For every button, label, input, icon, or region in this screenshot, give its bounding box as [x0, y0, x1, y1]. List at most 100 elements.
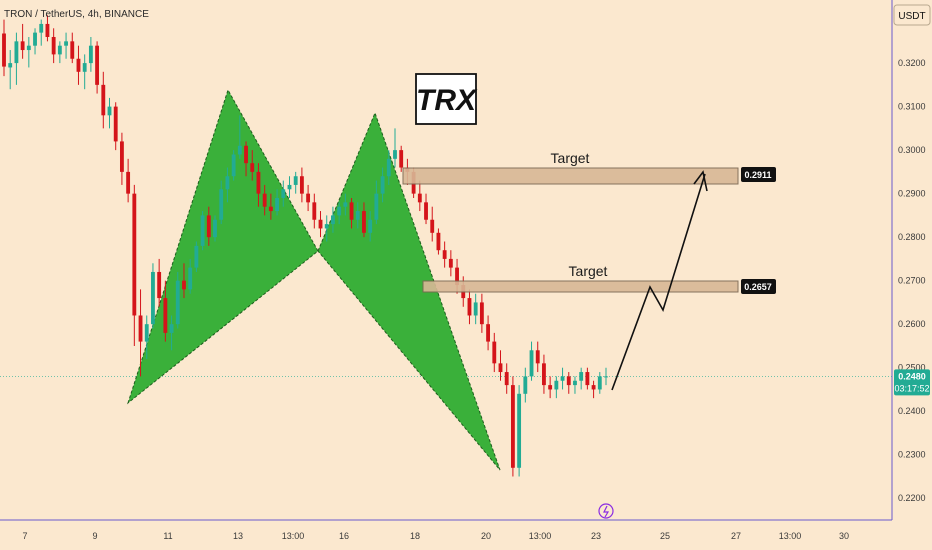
- candle-bearish: [535, 350, 540, 364]
- candle-bearish: [417, 193, 422, 203]
- candle-bullish: [529, 350, 534, 377]
- candle-bearish: [498, 363, 503, 373]
- candle-bullish: [368, 219, 373, 233]
- price-tick-label: 0.2600: [898, 319, 926, 329]
- candle-bearish: [479, 302, 484, 325]
- event-marker[interactable]: [598, 503, 614, 519]
- candle-bearish: [119, 141, 124, 172]
- candle-bearish: [268, 206, 273, 212]
- time-tick-label: 30: [839, 531, 849, 541]
- candle-bearish: [101, 84, 106, 116]
- price-tick-label: 0.3000: [898, 145, 926, 155]
- candle-bearish: [250, 163, 255, 172]
- candle-bearish: [362, 211, 366, 233]
- candle-bullish: [88, 45, 93, 64]
- candle-bullish: [188, 267, 193, 290]
- candle-bearish: [95, 45, 100, 85]
- candle-bullish: [374, 193, 379, 220]
- time-tick-label: 18: [410, 531, 420, 541]
- target-price-lower: 0.2657: [744, 282, 772, 292]
- candle-bullish: [57, 45, 62, 55]
- candle-bearish: [566, 376, 571, 386]
- target-label-upper: Target: [551, 150, 590, 166]
- candle-bearish: [492, 341, 497, 364]
- candle-bullish: [64, 41, 68, 46]
- price-scale-ticks: 0.3200 0.3100 0.3000 0.2900 0.2800 0.2700 0.26…: [898, 58, 926, 503]
- candle-bullish: [225, 176, 230, 190]
- time-tick-label: 27: [731, 531, 741, 541]
- candle-bearish: [504, 372, 509, 386]
- candle-bearish: [70, 41, 75, 59]
- time-tick-label: 7: [22, 531, 27, 541]
- candle-bullish: [597, 376, 602, 390]
- candle-bullish: [200, 215, 205, 246]
- time-tick-label: 13:00: [282, 531, 305, 541]
- candle-bearish: [256, 171, 261, 194]
- candle-bearish: [163, 298, 168, 333]
- current-price-value: 0.2480: [898, 371, 926, 381]
- candle-bearish: [206, 215, 211, 238]
- candle-bullish: [517, 393, 522, 468]
- candle-bullish: [573, 380, 577, 386]
- candle-bullish: [194, 245, 199, 268]
- candle-bearish: [262, 193, 267, 207]
- candle-bearish: [113, 106, 118, 142]
- candle-bullish: [293, 176, 298, 185]
- candle-bullish: [107, 106, 112, 116]
- ticker-label: TRX: [416, 84, 478, 117]
- candle-bearish: [548, 385, 553, 390]
- price-tick-label: 0.2400: [898, 406, 926, 416]
- candle-bullish: [219, 189, 224, 220]
- candle-bullish: [8, 63, 13, 68]
- candle-bearish: [430, 219, 435, 233]
- candle-bullish: [287, 184, 292, 190]
- projection-path: [611, 173, 706, 391]
- candle-bearish: [318, 219, 323, 229]
- candle-bullish: [33, 32, 37, 46]
- time-scale-ticks: 7 9 11 13 13:00 16 18 20 13:00 23 25 27 13:00 30: [22, 531, 849, 541]
- candle-bearish: [2, 33, 6, 67]
- candle-bullish: [169, 324, 174, 333]
- target-price-tag-lower: [741, 279, 776, 294]
- candle-bearish: [424, 202, 428, 220]
- currency-button[interactable]: [893, 4, 931, 26]
- countdown-value: 03:17:52: [894, 383, 929, 393]
- candle-bullish: [331, 215, 335, 225]
- price-tick-label: 0.2300: [898, 450, 926, 460]
- target-zone-upper[interactable]: [402, 167, 739, 185]
- arrow-head-icon: [693, 170, 708, 192]
- price-tick-label: 0.3100: [898, 102, 926, 112]
- ticker-label-box: [415, 73, 477, 125]
- time-tick-label: 11: [163, 531, 172, 541]
- candle-bearish: [399, 150, 404, 168]
- candle-bearish: [455, 267, 459, 286]
- price-tick-label: 0.2800: [898, 232, 926, 242]
- candle-bullish: [393, 150, 397, 159]
- candle-bullish: [523, 376, 528, 394]
- candle-bullish: [144, 324, 149, 342]
- candle-bearish: [182, 280, 186, 290]
- candle-bullish: [14, 41, 19, 64]
- symbol-title[interactable]: TRON / TetherUS, 4h, BINANCE: [4, 9, 149, 20]
- candle-bearish: [442, 250, 447, 259]
- price-tick-label: 0.2700: [898, 276, 926, 286]
- pattern-triangle-xab: [127, 88, 319, 405]
- price-scale[interactable]: [892, 0, 932, 520]
- candle-bearish: [45, 23, 50, 37]
- candle-bearish: [51, 36, 56, 55]
- candle-bullish: [324, 224, 329, 229]
- candle-bullish: [237, 145, 242, 155]
- candle-bearish: [306, 193, 311, 203]
- candle-bearish: [510, 385, 515, 468]
- candle-bearish: [542, 363, 546, 386]
- candle-bullish: [554, 380, 559, 390]
- currency-label: USDT: [898, 11, 925, 22]
- candle-bullish: [39, 23, 44, 33]
- candle-bullish: [579, 372, 584, 381]
- target-zone-lower[interactable]: [422, 280, 739, 293]
- candles-layer: [2, 15, 608, 477]
- candle-bullish: [386, 158, 391, 177]
- candle-bearish: [157, 271, 162, 299]
